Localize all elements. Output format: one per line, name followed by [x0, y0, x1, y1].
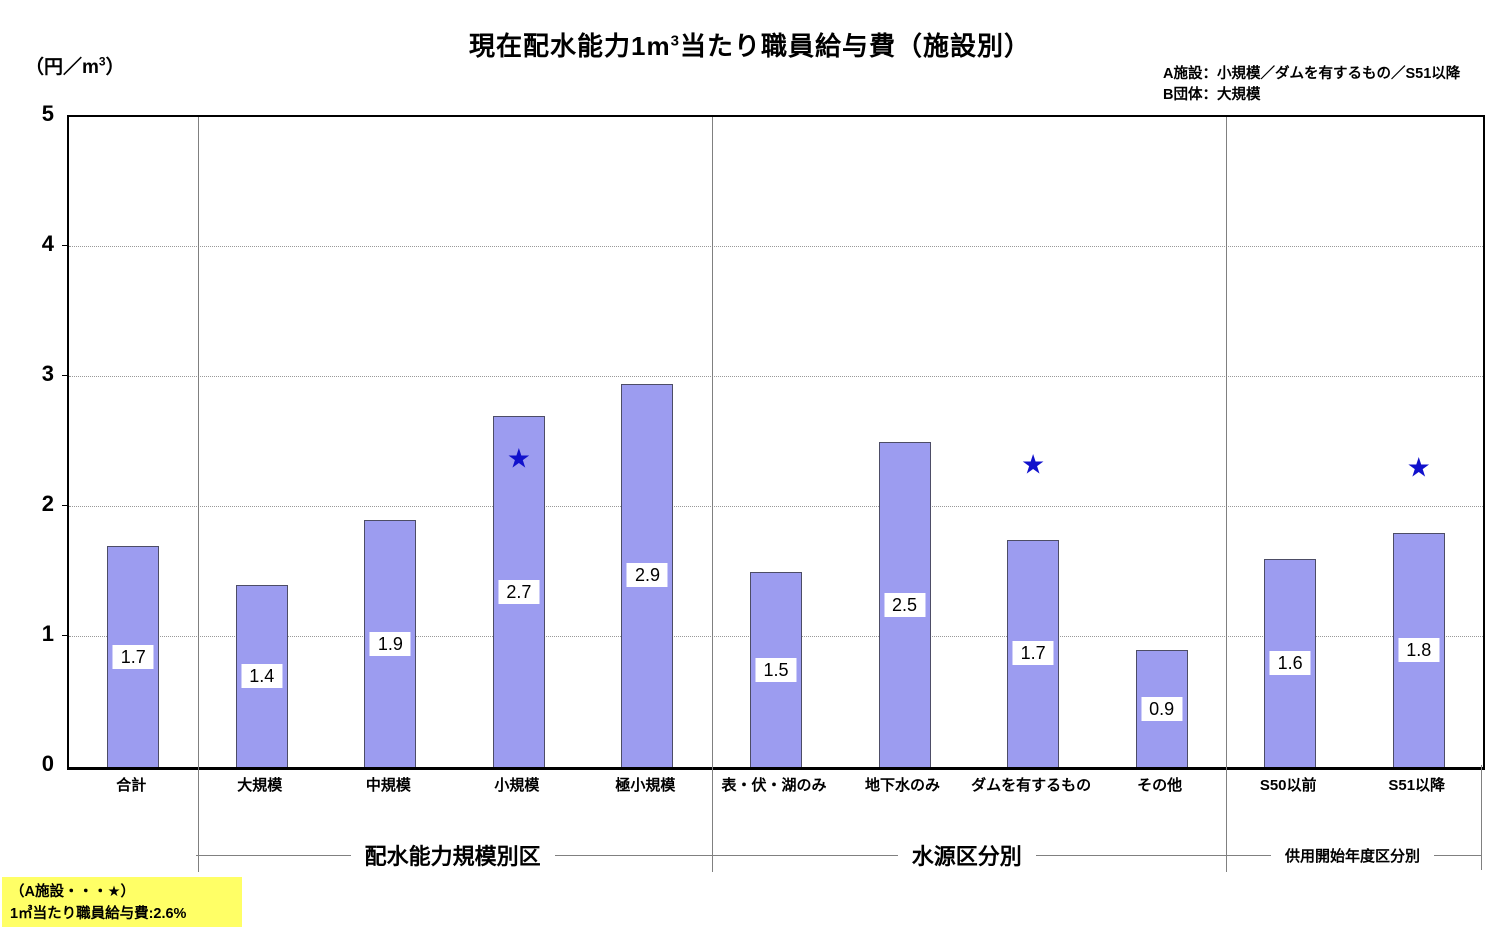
x-axis-label-極小規模: 極小規模 — [615, 777, 676, 794]
gridline-y2 — [69, 506, 1483, 507]
note-line-1: （A施設・・・★） — [10, 884, 135, 900]
x-axis-label-S50以前: S50以前 — [1259, 777, 1317, 794]
chart-title: 現在配水能力1m3当たり職員給与費（施設別） — [469, 31, 1031, 61]
y-tick-label-4: 4 — [41, 231, 54, 256]
x-axis-label-大規模: 大規模 — [237, 777, 283, 794]
bar-value-label: 1.5 — [755, 657, 797, 682]
annotation-line-a: A施設：小規模／ダムを有するもの／S51以降 — [1163, 66, 1461, 82]
bar-value-label: 1.4 — [241, 664, 283, 688]
group-rule-line-right — [1433, 854, 1481, 856]
x-axis-label-ダムを有するもの: ダムを有するもの — [971, 777, 1092, 794]
bar-value-label: 0.9 — [1141, 696, 1183, 721]
bar-value-label: 1.7 — [112, 644, 154, 669]
star-marker-小規模: ★ — [506, 443, 532, 474]
x-axis-label-中規模: 中規模 — [365, 777, 411, 794]
legend-annotation: A施設：小規模／ダムを有するもの／S51以降 B団体：大規模 — [1163, 64, 1460, 106]
y-tick-mark-3 — [62, 375, 68, 376]
y-tick-label-1: 1 — [41, 621, 54, 646]
group-rule-line-right — [554, 854, 710, 856]
bar-value-label: 2.9 — [626, 563, 668, 588]
y-axis-unit-label: （円／m3） — [25, 54, 125, 78]
y-tick-label-3: 3 — [41, 361, 54, 386]
group-rule-供用開始年度区分別: 供用開始年度区分別 — [1223, 840, 1481, 870]
group-rule-line-left — [709, 854, 898, 856]
group-rule-line-right — [1035, 854, 1224, 856]
group-label-配水能力規模別区: 配水能力規模別区 — [364, 844, 541, 869]
x-axis-label-合計: 合計 — [116, 777, 147, 794]
group-rule-line-left — [1223, 854, 1271, 856]
group-separator-2 — [711, 117, 713, 872]
x-axis-label-その他: その他 — [1137, 777, 1183, 794]
star-marker-S51以降: ★ — [1406, 452, 1431, 483]
star-marker-ダムを有するもの: ★ — [1020, 449, 1046, 480]
y-tick-label-0: 0 — [41, 751, 54, 776]
y-tick-label-2: 2 — [41, 491, 54, 516]
star-note: （A施設・・・★） 1㎥当たり職員給与費:2.6% — [2, 877, 242, 927]
group-rule-水源区分別: 水源区分別 — [709, 840, 1224, 870]
x-axis-label-表・伏・湖のみ: 表・伏・湖のみ — [721, 777, 827, 794]
annotation-line-b: B団体：大規模 — [1163, 87, 1261, 104]
title-superscript: 3 — [670, 32, 680, 50]
x-axis-label-S51以降: S51以降 — [1388, 777, 1446, 794]
y-tick-mark-4 — [62, 245, 68, 246]
bar-value-label: 2.7 — [498, 579, 540, 604]
group-separator-3 — [1225, 117, 1227, 872]
y-tick-label-5: 5 — [41, 101, 54, 126]
y-tick-mark-1 — [62, 635, 68, 636]
plot-right-edge-extension — [1481, 765, 1482, 870]
note-line-2: 1㎥当たり職員給与費:2.6% — [10, 905, 187, 922]
gridline-y4 — [69, 246, 1483, 247]
x-axis-label-小規模: 小規模 — [494, 777, 540, 794]
group-label-供用開始年度区分別: 供用開始年度区分別 — [1284, 847, 1420, 865]
group-rule-line-left — [195, 854, 351, 856]
bar-value-label: 2.5 — [884, 592, 926, 617]
group-rule-配水能力規模別区: 配水能力規模別区 — [195, 840, 710, 870]
x-axis-label-地下水のみ: 地下水のみ — [865, 777, 941, 794]
bar-value-label: 1.6 — [1269, 651, 1311, 675]
gridline-y3 — [69, 376, 1483, 377]
bar-value-label: 1.8 — [1398, 638, 1440, 662]
group-label-水源区分別: 水源区分別 — [911, 844, 1022, 869]
group-separator-1 — [197, 117, 199, 872]
bar-value-label: 1.7 — [1012, 641, 1054, 666]
y-tick-mark-2 — [62, 505, 68, 506]
bar-value-label: 1.9 — [369, 631, 411, 656]
plot-area: 1.7 1.4 1.9 2.7 2.9 1.5 2.5 1.7 0.9 1.6 1.8 ★ ★ ★ — [67, 115, 1485, 872]
